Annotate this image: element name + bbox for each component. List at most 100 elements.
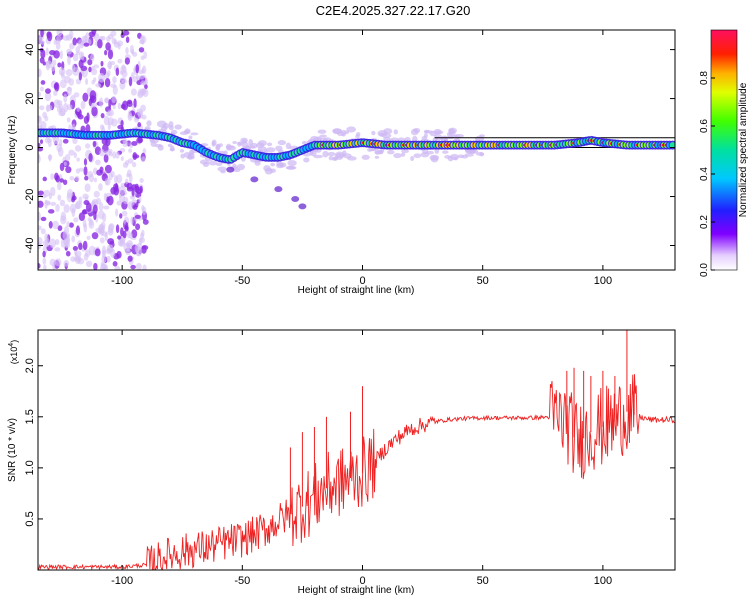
snr-scale-exponent: 4 xyxy=(8,343,15,347)
spectral-noise xyxy=(114,265,121,270)
spectral-noise xyxy=(110,83,117,88)
spectral-noise xyxy=(91,200,97,205)
spectral-halo xyxy=(475,152,485,156)
spectral-noise xyxy=(50,65,56,72)
spectral-noise xyxy=(63,161,67,167)
spectral-noise xyxy=(66,117,71,123)
spectral-halo xyxy=(237,141,242,147)
spectral-halo xyxy=(270,162,276,167)
spectral-noise xyxy=(97,210,105,220)
spectral-noise xyxy=(57,194,62,201)
spectral-noise xyxy=(115,151,120,159)
spectral-noise xyxy=(112,261,118,267)
spectral-noise xyxy=(55,42,61,50)
spectral-noise xyxy=(78,167,84,172)
spectral-noise xyxy=(66,48,72,55)
snr-scale-label: (x104) xyxy=(8,340,19,364)
spectrogram-panel: -100 -50 0 50 100 -40 -20 0 20 40 Height of stra… xyxy=(7,29,676,296)
spectral-noise xyxy=(45,60,53,69)
spectral-noise xyxy=(85,143,91,149)
spectral-noise xyxy=(116,174,123,184)
spectral-noise xyxy=(39,105,45,111)
spectral-noise xyxy=(139,39,145,45)
spectrogram-y-label: Frequency (Hz) xyxy=(7,116,18,185)
spectral-noise xyxy=(62,179,68,186)
spectral-noise xyxy=(64,75,71,84)
spectral-noise xyxy=(125,178,129,185)
spectral-noise xyxy=(125,159,130,166)
spectral-noise xyxy=(42,176,47,182)
spectral-noise xyxy=(135,246,142,257)
spectral-noise xyxy=(72,137,78,145)
spectral-noise xyxy=(45,238,50,247)
spectral-noise xyxy=(117,239,124,247)
spectral-halo xyxy=(341,129,347,137)
spectral-halo xyxy=(168,121,174,128)
spectral-halo xyxy=(179,149,185,153)
spectral-noise xyxy=(141,156,146,162)
spectral-noise xyxy=(42,61,46,66)
spectral-noise xyxy=(122,141,129,148)
spectral-noise xyxy=(75,168,81,174)
spectral-noise xyxy=(98,202,104,212)
spectral-noise xyxy=(38,225,42,231)
spectral-noise xyxy=(112,183,119,191)
spectral-noise xyxy=(133,98,137,108)
spectral-noise xyxy=(125,36,130,44)
spectral-noise xyxy=(56,35,62,42)
spectral-noise xyxy=(104,97,110,104)
y-tick-label: 0.5 xyxy=(24,511,36,526)
spectral-halo xyxy=(236,163,246,171)
spectral-halo xyxy=(215,162,223,167)
spectral-noise xyxy=(88,174,94,183)
spectral-noise xyxy=(53,99,61,108)
spectral-noise xyxy=(117,102,121,110)
spectral-noise xyxy=(131,229,138,238)
spectral-halo xyxy=(211,141,216,147)
spectral-noise xyxy=(129,195,136,200)
spectral-noise xyxy=(44,91,52,102)
spectral-noise xyxy=(111,95,117,104)
spectral-noise xyxy=(73,92,80,98)
spectral-noise xyxy=(38,211,41,222)
spectral-halo xyxy=(447,155,454,162)
spectral-halo xyxy=(179,131,189,136)
spectral-noise xyxy=(94,32,100,42)
spectral-halo xyxy=(190,132,199,136)
spectral-noise xyxy=(38,142,41,148)
spectral-noise xyxy=(101,138,108,145)
colorbar-tick-label: 0.0 xyxy=(699,263,710,277)
spectral-halo xyxy=(319,134,327,138)
spectral-noise xyxy=(112,151,117,159)
spectral-noise xyxy=(38,236,43,246)
spectral-noise xyxy=(85,260,93,268)
spectral-halo xyxy=(461,154,469,159)
spectral-noise xyxy=(56,30,63,37)
snr-content xyxy=(38,330,675,570)
spectral-noise xyxy=(86,235,91,241)
spectral-halo xyxy=(169,147,175,152)
spectral-noise xyxy=(89,90,97,100)
spectral-noise xyxy=(136,108,143,116)
ridge-point xyxy=(669,142,675,149)
spectral-noise xyxy=(122,230,127,239)
spectral-noise xyxy=(60,211,67,222)
spectral-noise xyxy=(82,219,87,228)
spectral-halo xyxy=(371,130,376,136)
spectral-noise xyxy=(119,185,126,195)
spectral-noise xyxy=(138,238,143,245)
spectral-noise xyxy=(123,196,129,205)
spectral-halo xyxy=(413,153,422,159)
spectral-halo xyxy=(423,133,428,138)
spectral-noise xyxy=(131,49,135,55)
spectral-noise xyxy=(104,150,112,156)
spectral-noise xyxy=(84,175,89,181)
spectral-halo xyxy=(257,140,267,147)
spectral-noise xyxy=(140,80,147,86)
spectral-halo xyxy=(410,128,419,136)
spectral-halo xyxy=(322,150,329,158)
spectral-halo xyxy=(146,120,152,127)
spectral-noise xyxy=(63,102,69,113)
spectral-noise xyxy=(131,72,135,79)
faint-branch-point xyxy=(226,166,235,173)
